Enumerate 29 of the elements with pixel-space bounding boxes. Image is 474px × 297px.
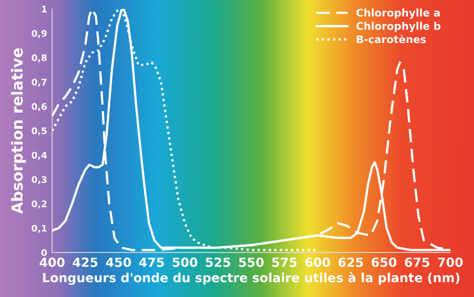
x-axis-title: Longueurs d'onde du spectre solaire utiles à la plante (nm) [43, 272, 460, 285]
x-tick-label: 600 [305, 258, 330, 267]
x-tick-label: 625 [338, 258, 363, 267]
y-tick-label: 1 [42, 6, 47, 12]
x-tick-label: 550 [239, 258, 264, 267]
x-tick-label: 500 [172, 258, 198, 267]
y-tick-label: 0,3 [32, 176, 47, 184]
y-tick-label: 0,6 [32, 103, 47, 112]
y-tick-label: 0,7 [32, 78, 47, 87]
y-tick-label: 0,1 [32, 224, 47, 233]
x-tick-label: 475 [139, 258, 164, 267]
x-tick-label: 525 [206, 258, 230, 267]
x-tick-label: 400 [40, 258, 65, 267]
y-axis-title: Absorption relative [10, 48, 26, 214]
y-tick-label: 0,4 [32, 152, 47, 160]
x-tick-label: 425 [72, 258, 98, 267]
x-tick-label: 575 [272, 258, 297, 267]
legend-label: Chlorophylle a [356, 8, 440, 19]
y-tick-label: 0,8 [32, 54, 47, 62]
y-tick-label: 0,9 [32, 30, 47, 38]
legend-label: Chlorophylle b [356, 22, 440, 32]
legend-label: B-carotènes [356, 34, 426, 44]
y-tick-label: 0,2 [32, 200, 46, 208]
x-tick-label: 700 [438, 258, 463, 267]
y-tick-label: 0,5 [32, 127, 47, 136]
y-tick-label: 0 [41, 249, 47, 256]
x-tick-label: 450 [106, 258, 131, 267]
x-tick-label: 650 [372, 258, 396, 267]
x-tick-label: 675 [404, 258, 430, 267]
